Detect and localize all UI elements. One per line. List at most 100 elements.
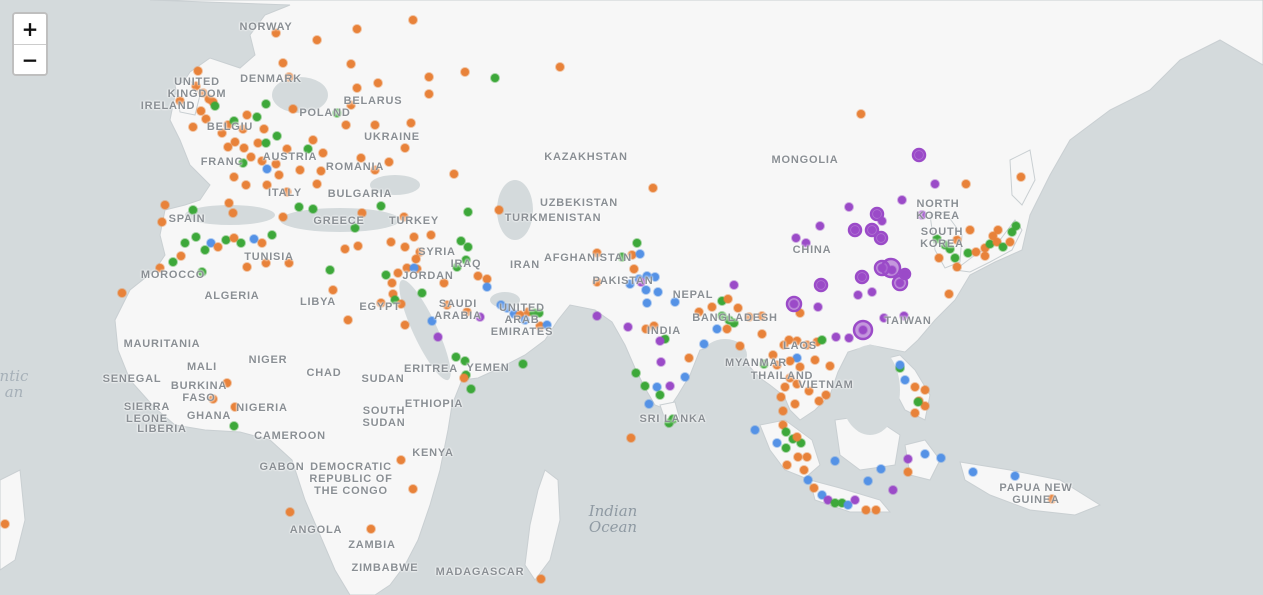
orange-marker[interactable] bbox=[980, 251, 990, 261]
orange-marker[interactable] bbox=[259, 124, 269, 134]
purple-marker[interactable] bbox=[888, 485, 898, 495]
orange-marker[interactable] bbox=[198, 88, 208, 98]
orange-marker[interactable] bbox=[536, 574, 546, 584]
orange-marker[interactable] bbox=[871, 505, 881, 515]
orange-marker[interactable] bbox=[408, 15, 418, 25]
orange-marker[interactable] bbox=[387, 278, 397, 288]
purple-cluster-marker[interactable] bbox=[864, 222, 880, 238]
blue-marker[interactable] bbox=[712, 324, 722, 334]
orange-marker[interactable] bbox=[790, 399, 800, 409]
orange-marker[interactable] bbox=[992, 237, 1002, 247]
green-marker[interactable] bbox=[729, 318, 739, 328]
blue-marker[interactable] bbox=[644, 399, 654, 409]
orange-marker[interactable] bbox=[352, 24, 362, 34]
green-marker[interactable] bbox=[221, 235, 231, 245]
orange-marker[interactable] bbox=[814, 396, 824, 406]
orange-marker[interactable] bbox=[782, 460, 792, 470]
orange-marker[interactable] bbox=[1005, 237, 1015, 247]
green-marker[interactable] bbox=[252, 112, 262, 122]
orange-marker[interactable] bbox=[223, 142, 233, 152]
orange-marker[interactable] bbox=[802, 340, 812, 350]
blue-marker[interactable] bbox=[409, 263, 419, 273]
orange-marker[interactable] bbox=[779, 340, 789, 350]
orange-marker[interactable] bbox=[242, 262, 252, 272]
green-marker[interactable] bbox=[272, 131, 282, 141]
blue-marker[interactable] bbox=[1010, 471, 1020, 481]
blue-marker[interactable] bbox=[792, 353, 802, 363]
green-marker[interactable] bbox=[168, 257, 178, 267]
purple-marker[interactable] bbox=[791, 233, 801, 243]
orange-marker[interactable] bbox=[278, 58, 288, 68]
orange-marker[interactable] bbox=[284, 258, 294, 268]
green-marker[interactable] bbox=[796, 438, 806, 448]
orange-marker[interactable] bbox=[439, 278, 449, 288]
purple-cluster-marker[interactable] bbox=[785, 295, 803, 313]
orange-marker[interactable] bbox=[460, 67, 470, 77]
green-marker[interactable] bbox=[534, 308, 544, 318]
orange-marker[interactable] bbox=[515, 310, 525, 320]
green-marker[interactable] bbox=[451, 352, 461, 362]
purple-marker[interactable] bbox=[850, 495, 860, 505]
orange-marker[interactable] bbox=[459, 373, 469, 383]
orange-marker[interactable] bbox=[274, 170, 284, 180]
purple-marker[interactable] bbox=[917, 210, 927, 220]
orange-marker[interactable] bbox=[952, 262, 962, 272]
blue-marker[interactable] bbox=[206, 238, 216, 248]
blue-marker[interactable] bbox=[803, 475, 813, 485]
green-marker[interactable] bbox=[303, 144, 313, 154]
orange-marker[interactable] bbox=[366, 524, 376, 534]
orange-marker[interactable] bbox=[802, 452, 812, 462]
blue-marker[interactable] bbox=[920, 449, 930, 459]
orange-marker[interactable] bbox=[592, 277, 602, 287]
orange-marker[interactable] bbox=[400, 242, 410, 252]
orange-marker[interactable] bbox=[396, 455, 406, 465]
green-marker[interactable] bbox=[945, 244, 955, 254]
purple-marker[interactable] bbox=[903, 454, 913, 464]
orange-marker[interactable] bbox=[262, 180, 272, 190]
blue-marker[interactable] bbox=[427, 316, 437, 326]
orange-marker[interactable] bbox=[733, 303, 743, 313]
orange-marker[interactable] bbox=[278, 212, 288, 222]
purple-cluster-marker[interactable] bbox=[869, 206, 885, 222]
orange-marker[interactable] bbox=[393, 268, 403, 278]
orange-marker[interactable] bbox=[426, 230, 436, 240]
orange-marker[interactable] bbox=[341, 120, 351, 130]
orange-marker[interactable] bbox=[795, 362, 805, 372]
orange-marker[interactable] bbox=[328, 285, 338, 295]
green-marker[interactable] bbox=[229, 116, 239, 126]
orange-marker[interactable] bbox=[442, 300, 452, 310]
orange-marker[interactable] bbox=[223, 120, 233, 130]
purple-cluster-marker[interactable] bbox=[813, 277, 829, 293]
orange-marker[interactable] bbox=[261, 258, 271, 268]
orange-marker[interactable] bbox=[411, 254, 421, 264]
green-marker[interactable] bbox=[655, 390, 665, 400]
purple-marker[interactable] bbox=[592, 311, 602, 321]
orange-marker[interactable] bbox=[208, 394, 218, 404]
orange-marker[interactable] bbox=[242, 110, 252, 120]
orange-marker[interactable] bbox=[799, 465, 809, 475]
purple-marker[interactable] bbox=[623, 322, 633, 332]
purple-marker[interactable] bbox=[815, 221, 825, 231]
green-marker[interactable] bbox=[261, 99, 271, 109]
orange-marker[interactable] bbox=[792, 336, 802, 346]
orange-marker[interactable] bbox=[282, 187, 292, 197]
orange-marker[interactable] bbox=[370, 120, 380, 130]
orange-marker[interactable] bbox=[376, 298, 386, 308]
purple-marker[interactable] bbox=[823, 495, 833, 505]
orange-marker[interactable] bbox=[406, 118, 416, 128]
orange-marker[interactable] bbox=[793, 452, 803, 462]
orange-marker[interactable] bbox=[155, 263, 165, 273]
green-marker[interactable] bbox=[460, 356, 470, 366]
green-marker[interactable] bbox=[998, 242, 1008, 252]
blue-marker[interactable] bbox=[895, 360, 905, 370]
orange-marker[interactable] bbox=[627, 250, 637, 260]
orange-marker[interactable] bbox=[449, 169, 459, 179]
blue-marker[interactable] bbox=[968, 467, 978, 477]
purple-marker[interactable] bbox=[879, 313, 889, 323]
purple-marker[interactable] bbox=[801, 238, 811, 248]
orange-marker[interactable] bbox=[856, 109, 866, 119]
orange-marker[interactable] bbox=[308, 135, 318, 145]
green-marker[interactable] bbox=[452, 262, 462, 272]
orange-marker[interactable] bbox=[722, 324, 732, 334]
